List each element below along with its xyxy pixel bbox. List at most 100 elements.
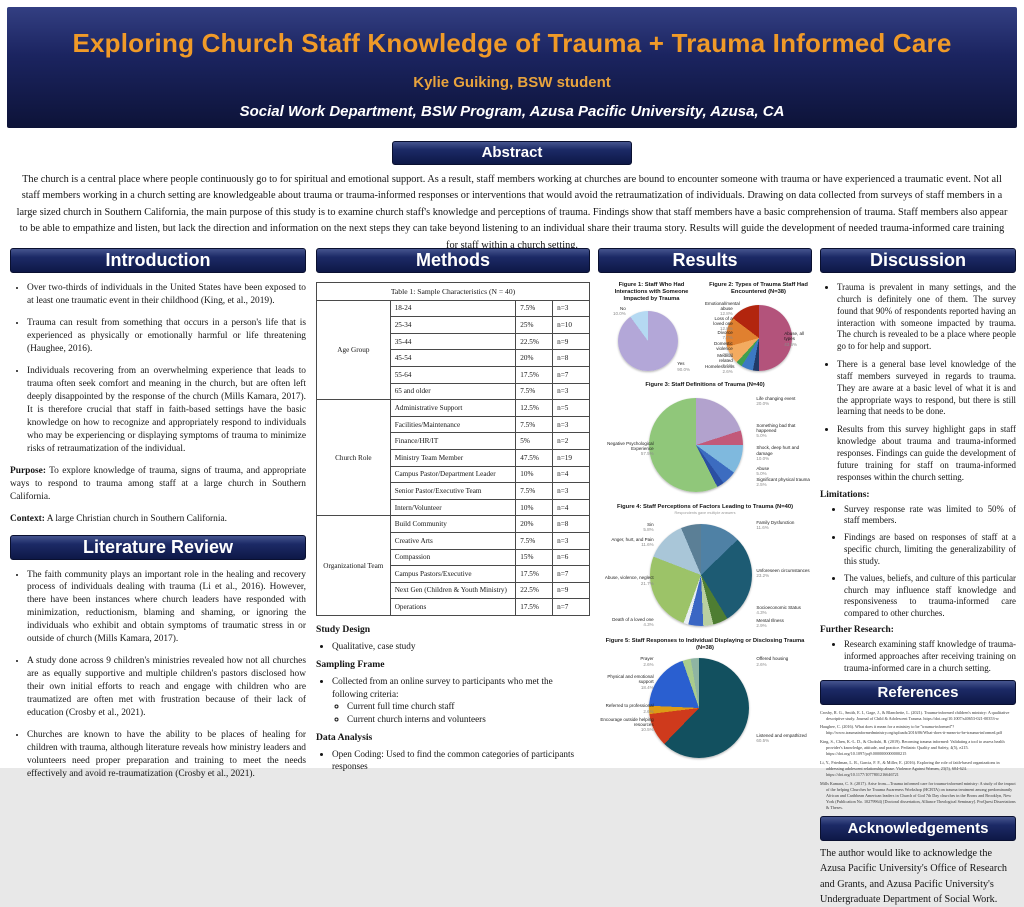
slice-label-percent: 2.6% <box>722 351 733 357</box>
slice-label-name: Offered housing <box>756 656 789 662</box>
methods-heading: Methods <box>316 248 590 273</box>
discussion-bullet: There is a general base level knowledge … <box>837 359 1016 418</box>
slice-label-percent: 11.6% <box>756 524 769 530</box>
table-cell: n=3 <box>552 382 590 401</box>
slice-label: Death of a loved one 4.3% <box>598 617 654 627</box>
methods-subheading: Study Design <box>316 623 371 635</box>
discussion-list: Trauma is prevalent in many settings, an… <box>820 282 1016 484</box>
table-cell: n=7 <box>552 365 590 384</box>
table-cell: 7.5% <box>515 482 554 500</box>
methods-bullet: Qualitative, case study <box>332 640 590 652</box>
table-cell: Operations <box>389 598 517 616</box>
figure-title: Figure 5: Staff Responses to Individual … <box>605 638 805 651</box>
slice-label-percent: 2.6% <box>756 661 767 667</box>
slice-label-percent: 5.1% <box>722 363 733 369</box>
methods-column: Methods Table 1: Sample Characteristics … <box>316 248 590 771</box>
table-cell: n=2 <box>552 432 590 450</box>
slice-label-percent: 11.6% <box>641 541 654 547</box>
further-research-heading: Further Research: <box>820 625 894 636</box>
slice-label: Homelessness 2.6% <box>705 364 735 374</box>
methods-subheading: Data Analysis <box>316 731 373 743</box>
table-cell: Creative Arts <box>389 531 517 550</box>
figure: Figure 5: Staff Responses to Individual … <box>598 638 812 764</box>
figure-plot-area: Yes 90.0% No 10.0% <box>598 303 705 380</box>
table-cell: Build Community <box>389 515 517 533</box>
slice-label-percent: 5.8% <box>643 527 654 533</box>
slice-label-percent: 10.0% <box>613 311 626 317</box>
literature-bullet: Churches are known to have the ability t… <box>27 729 306 781</box>
slice-label-name: Family Dysfunction <box>756 519 795 525</box>
poster-affiliation: Social Work Department, BSW Program, Azu… <box>239 103 785 120</box>
table-row: Church Role Administrative Support 12.5% n=… <box>316 399 590 517</box>
limitation-bullet: Findings are based on responses of staff… <box>844 532 1016 568</box>
slice-label-name: Abuse, all types <box>784 331 804 342</box>
slice-label: Physical and emotional support 18.4% <box>598 674 654 690</box>
slice-label: Sin 5.8% <box>598 522 654 533</box>
table-cell: Finance/HR/IT <box>389 432 517 450</box>
acknowledgements-text: The author would like to acknowledge the… <box>820 848 1007 905</box>
slice-label: Medical related 5.1% <box>705 353 733 369</box>
limitations-list: Survey response rate was limited to 50% … <box>820 504 1016 621</box>
pie-chart <box>648 657 749 758</box>
limitations-heading: Limitations: <box>820 489 870 500</box>
slice-label-percent: 5.0% <box>756 433 767 439</box>
results-heading: Results <box>598 248 812 273</box>
table-cell: 12.5% <box>515 399 554 417</box>
slice-label: No 10.0% <box>598 306 626 316</box>
table-cell: n=8 <box>552 349 590 367</box>
slice-label-percent: 4.3% <box>756 609 767 615</box>
table-cell: 17.5% <box>515 598 554 616</box>
table-cell: 18-24 <box>389 299 517 318</box>
slice-label: Divorce 7.7% <box>705 330 733 340</box>
slice-label-percent: 2.6% <box>643 661 654 667</box>
figure-title: Figure 4: Staff Perceptions of Factors L… <box>616 504 794 510</box>
table-cell: 5% <box>515 432 554 450</box>
references-heading: References <box>820 679 1016 705</box>
slice-label-name: Sin <box>647 522 654 528</box>
table-cell: n=3 <box>552 415 590 434</box>
slice-label-name: Domestic violence <box>714 341 733 352</box>
further-research-bullet: Research examining staff knowledge of tr… <box>844 639 1016 675</box>
table-cell: n=4 <box>552 498 590 517</box>
context-label: Context: <box>10 513 45 524</box>
limitation-bullet: The values, beliefs, and culture of this… <box>844 573 1016 620</box>
table-cell: 20% <box>515 349 554 367</box>
slice-label-percent: 7.7% <box>722 334 733 340</box>
table-cell: n=3 <box>552 299 590 318</box>
slice-label-percent: 2.6% <box>643 708 654 714</box>
table-row: 25-34 25% n=10 <box>317 316 590 334</box>
table-row: Finance/HR/IT 5% n=2 <box>317 432 590 450</box>
context-paragraph: Context: A large Christian church in Sou… <box>10 513 306 526</box>
purpose-label: Purpose: <box>10 465 46 476</box>
slice-label-percent: 10.0% <box>756 455 770 461</box>
table-title-row: Table 1: Sample Characteristics (N = 40) <box>316 282 590 301</box>
abstract-heading: Abstract <box>392 141 632 165</box>
poster-title: Exploring Church Staff Knowledge of Trau… <box>72 28 952 58</box>
reference-entry: Crosby, R. G., Smith, E. I., Gage, J., &… <box>820 709 1010 721</box>
table-cell: Senior Pastor/Executive Team <box>389 482 517 500</box>
introduction-bullet: Over two-thirds of individuals in the Un… <box>27 282 306 308</box>
slice-label-percent: 60.5% <box>756 737 770 743</box>
slice-label: Life changing event 20.0% <box>756 396 812 406</box>
slice-label-percent: 20.0% <box>756 400 770 406</box>
table-cell: 10% <box>515 465 554 484</box>
slice-label-name: Homelessness <box>705 364 735 370</box>
slice-label-name: No <box>620 305 626 311</box>
further-research-list: Research examining staff knowledge of tr… <box>820 639 1016 675</box>
slice-label-name: Something bad that happened <box>756 422 796 434</box>
slice-label-percent: 23.2% <box>756 573 770 579</box>
table-cell: 55-64 <box>389 365 517 384</box>
table-cell: Compassion <box>389 548 517 567</box>
discussion-heading: Discussion <box>820 248 1016 273</box>
table-cell: n=3 <box>552 482 590 500</box>
slice-label-name: Death of a loved one <box>612 616 654 622</box>
slice-label-percent: 10.5% <box>640 727 654 733</box>
table-cell: 15% <box>515 548 554 567</box>
introduction-bullet: Individuals recovering from an overwhelm… <box>27 365 306 456</box>
slice-label: Encourage outside helping resources 10.5% <box>598 717 654 733</box>
reference-entry: Haughee, C. (2016). What does it mean fo… <box>820 724 1003 736</box>
slice-label-name: Shock, deep hurt and damage <box>756 445 800 456</box>
table-cell: 22.5% <box>515 332 554 351</box>
slice-label-percent: 18.4% <box>640 684 654 690</box>
slice-label-percent: 21.7% <box>640 580 654 586</box>
